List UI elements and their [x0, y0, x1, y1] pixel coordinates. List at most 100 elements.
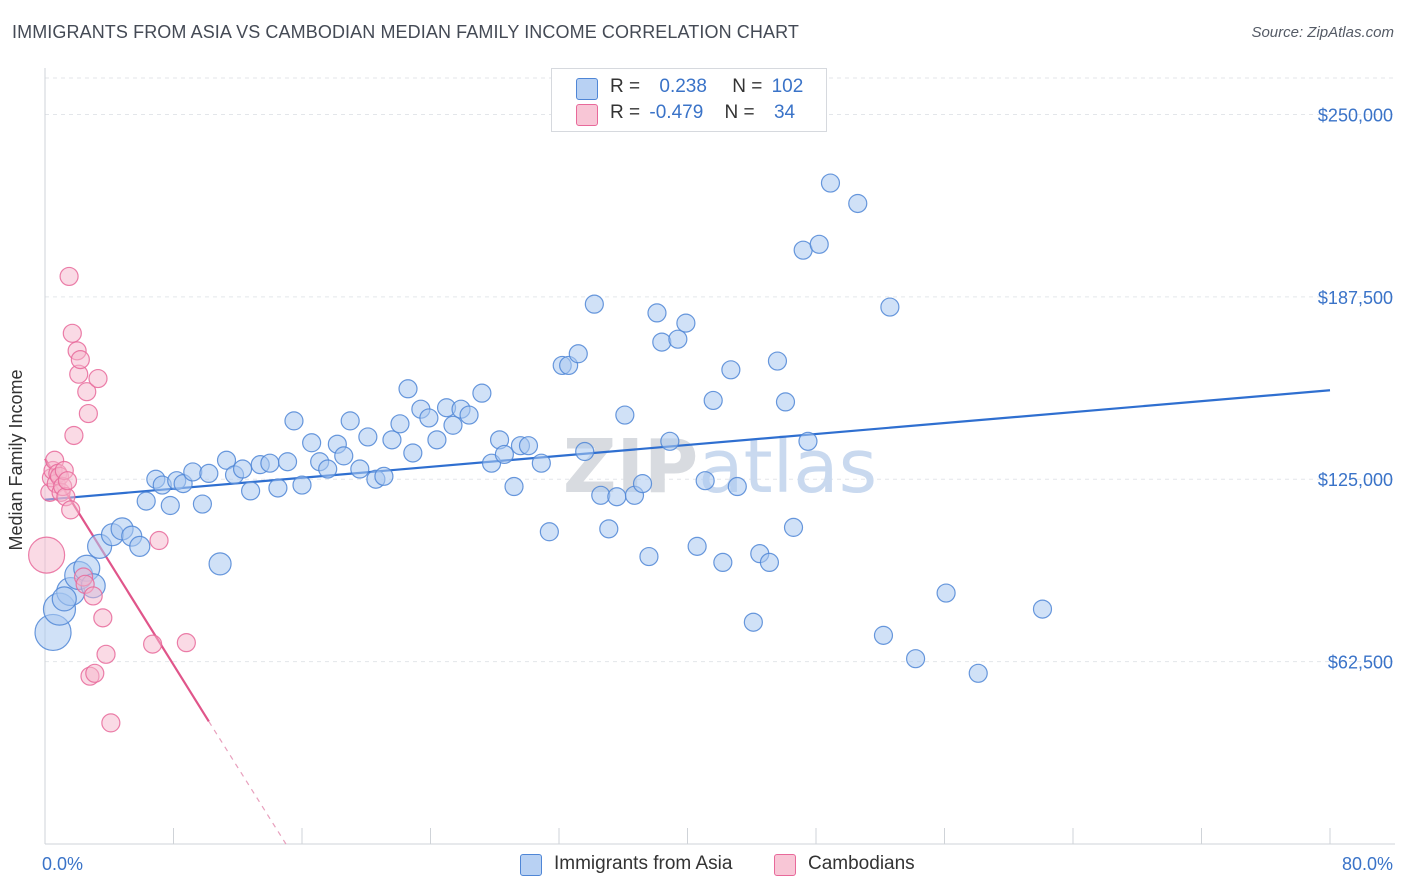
- y-tick-labels: $62,500 $125,000 $187,500 $250,000: [1318, 105, 1393, 672]
- asia-point: [968, 663, 988, 683]
- cambodian-point: [85, 663, 105, 683]
- series-name: Immigrants from Asia: [554, 853, 733, 874]
- asia-point: [232, 459, 253, 479]
- legend-n-value: 102: [771, 76, 804, 97]
- cambodian-point: [78, 403, 98, 424]
- asia-point: [398, 379, 418, 399]
- cambodian-point: [59, 266, 79, 287]
- asia-point: [504, 476, 524, 497]
- cambodian-point: [96, 644, 116, 664]
- cambodian-point: [101, 713, 121, 733]
- asia-point: [459, 405, 479, 425]
- asia-point: [695, 471, 715, 491]
- cambodian-point: [143, 634, 163, 654]
- asia-point: [727, 476, 747, 497]
- asia-point: [647, 303, 667, 323]
- cambodian-point: [28, 536, 66, 574]
- asia-point: [403, 443, 423, 463]
- asia-point: [268, 478, 288, 498]
- cambodian-point: [70, 349, 90, 370]
- data-points: [28, 173, 1053, 733]
- correlation-legend: R = 0.238 N = 102 R = -0.479 N = 34: [551, 68, 827, 132]
- legend-r-label: R =: [610, 102, 641, 123]
- asia-point: [632, 474, 653, 494]
- asia-point: [568, 344, 588, 364]
- cambodian-point: [83, 586, 103, 606]
- asia-point: [721, 360, 741, 380]
- asia-point: [591, 485, 611, 505]
- legend-n-value: 34: [773, 102, 796, 123]
- asia-point: [494, 444, 514, 465]
- asia-point: [183, 462, 203, 482]
- asia-point: [783, 517, 804, 537]
- chart-title: IMMIGRANTS FROM ASIA VS CAMBODIAN MEDIAN…: [12, 22, 799, 42]
- asia-point: [241, 481, 261, 501]
- asia-point: [936, 583, 956, 603]
- asia-point: [390, 414, 410, 434]
- asia-point: [443, 415, 463, 435]
- legend-r-label: R =: [610, 76, 641, 97]
- cambodian-point: [62, 323, 82, 343]
- legend-r-value: -0.479: [649, 102, 704, 123]
- legend-n-label: N =: [724, 102, 755, 123]
- asia-point: [374, 466, 394, 486]
- asia-point: [639, 546, 659, 567]
- asia-point: [292, 475, 312, 495]
- legend-swatch-blue: [520, 854, 542, 876]
- asia-point: [615, 405, 635, 425]
- asia-point: [660, 431, 680, 451]
- asia-point: [129, 535, 151, 557]
- legend-swatch-pink: [774, 854, 796, 876]
- asia-point: [284, 411, 304, 431]
- y-tick-label: $187,500: [1318, 288, 1393, 308]
- asia-point: [575, 441, 595, 462]
- cambodian-trend-extension: [208, 721, 287, 845]
- legend-n-label: N =: [732, 76, 763, 97]
- cambodian-point: [93, 608, 113, 628]
- y-tick-label: $125,000: [1318, 470, 1393, 490]
- asia-point: [318, 459, 338, 479]
- asia-point: [668, 329, 688, 349]
- cambodian-point: [88, 368, 108, 389]
- asia-point: [676, 313, 696, 333]
- source-label: Source: ZipAtlas.com: [1251, 24, 1394, 41]
- asia-trend-line: [44, 389, 1331, 501]
- series-name: Cambodians: [808, 853, 915, 874]
- y-tick-label: $250,000: [1318, 105, 1393, 125]
- asia-point: [539, 522, 559, 542]
- asia-point: [798, 431, 818, 451]
- y-axis-label: Median Family Income: [6, 369, 26, 551]
- cambodian-point: [176, 633, 196, 653]
- asia-point: [1032, 599, 1053, 619]
- asia-point: [584, 294, 604, 314]
- asia-point: [599, 519, 619, 539]
- axes: [44, 68, 1395, 845]
- cambodian-point: [61, 500, 81, 520]
- asia-point: [427, 430, 447, 450]
- asia-point: [607, 487, 627, 507]
- asia-point: [873, 625, 894, 645]
- asia-point: [767, 351, 788, 371]
- x-tick-labels: 0.0% 80.0%: [42, 854, 1393, 874]
- asia-point: [340, 411, 360, 431]
- asia-point: [759, 552, 780, 573]
- asia-point: [136, 491, 156, 511]
- cambodian-point: [57, 471, 78, 491]
- legend-swatch-pink: [576, 104, 598, 126]
- asia-point: [51, 586, 77, 612]
- x-tick-label: 80.0%: [1342, 854, 1393, 874]
- asia-point: [743, 612, 763, 632]
- asia-point: [334, 446, 354, 466]
- asia-point: [419, 408, 439, 428]
- asia-point: [820, 173, 841, 193]
- asia-point: [518, 436, 539, 456]
- asia-point: [216, 450, 237, 470]
- asia-point: [382, 430, 402, 450]
- asia-point: [472, 383, 492, 403]
- asia-point: [208, 552, 232, 576]
- asia-point: [302, 433, 322, 453]
- asia-point: [905, 649, 926, 669]
- asia-point: [793, 240, 813, 260]
- y-tick-label: $62,500: [1328, 653, 1393, 673]
